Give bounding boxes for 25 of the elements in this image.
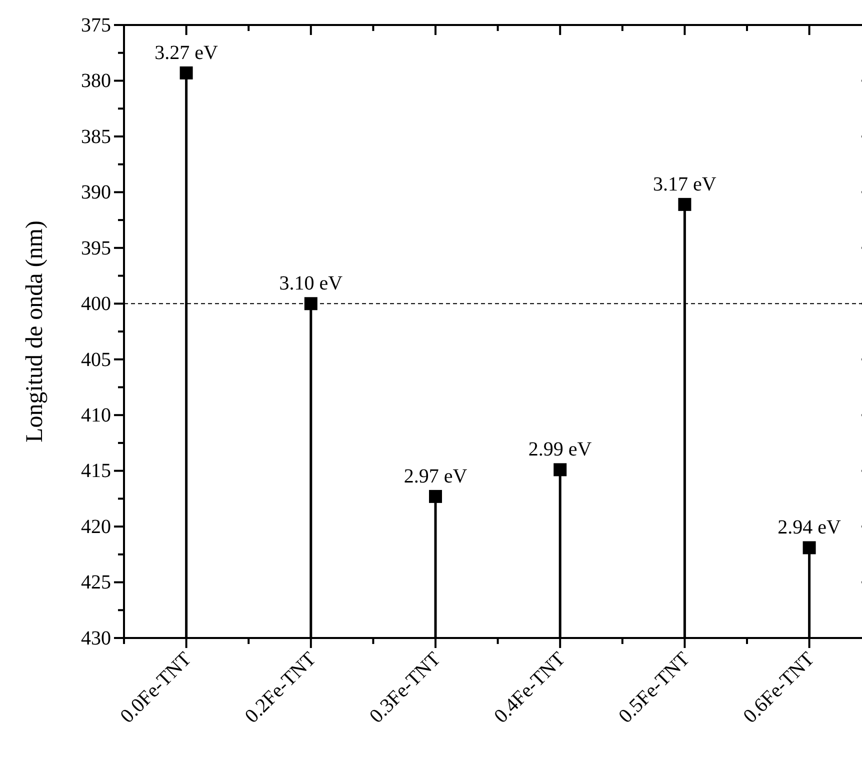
annotation: 3.10 eV: [279, 272, 344, 295]
point: [554, 463, 567, 476]
y-tick-label: 395: [81, 237, 111, 260]
point: [678, 198, 692, 211]
annotation: 2.94 eV: [778, 516, 842, 539]
y-tick-label: 400: [81, 293, 111, 316]
annotation: 2.99 eV: [528, 438, 592, 461]
y-tick-label: 390: [81, 182, 111, 204]
point: [429, 490, 442, 503]
y-tick-label: 385: [81, 126, 111, 148]
point: [802, 541, 816, 554]
annotation: 2.97 eV: [404, 465, 468, 488]
y-tick-label: 415: [81, 460, 111, 482]
y-tick-label: 380: [81, 70, 111, 92]
y-tick-label: 405: [81, 348, 111, 371]
y-tick-label: 425: [81, 572, 111, 594]
y-tick-label: 430: [81, 627, 111, 650]
point: [304, 297, 318, 310]
y-tick-label: 375: [81, 14, 111, 36]
annotation: 3.27 eV: [154, 42, 219, 64]
annotation: 3.17 eV: [653, 173, 717, 196]
y-tick-label: 420: [81, 516, 111, 538]
y-axis-title: Longitud de onda (nm): [22, 220, 48, 442]
y-tick-label: 410: [81, 404, 111, 426]
point: [180, 66, 193, 80]
